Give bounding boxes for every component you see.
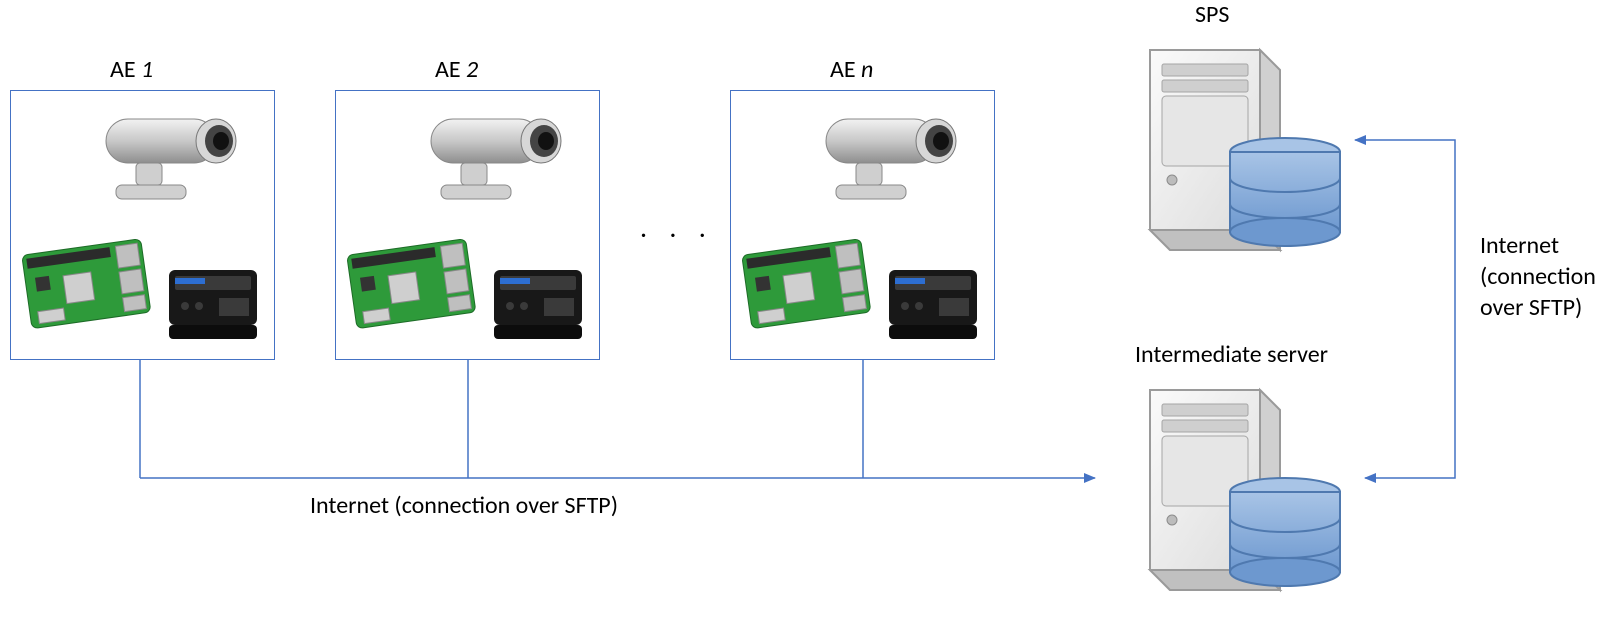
ae-label-index: 1 <box>141 55 153 84</box>
ae-label-plain: AE <box>830 55 861 84</box>
ae-contents <box>731 91 994 359</box>
ae-label-index: 2 <box>466 55 478 84</box>
ae-box-2 <box>335 90 600 360</box>
camera-icon <box>421 101 576 211</box>
router-icon <box>161 256 271 346</box>
camera-icon <box>96 101 251 211</box>
ae-label-index: n <box>861 55 873 84</box>
ae-label-plain: AE <box>435 55 466 84</box>
ae-box-1 <box>10 90 275 360</box>
router-icon <box>486 256 596 346</box>
conn-label-line: (connection <box>1480 261 1596 292</box>
router-icon <box>881 256 991 346</box>
sps-label: SPS <box>1195 0 1229 29</box>
ae-label-2: AE 2 <box>435 55 478 84</box>
ae-label-plain: AE <box>110 55 141 84</box>
camera-icon <box>816 101 971 211</box>
ae-to-intermediate-label: Internet (connection over SFTP) <box>310 490 618 521</box>
intermediate-server-label: Intermediate server <box>1135 340 1328 369</box>
ellipsis: . . . <box>640 210 714 245</box>
intermediate-server-icon <box>1110 370 1360 620</box>
sps-server-icon <box>1110 30 1360 280</box>
ae-contents <box>336 91 599 359</box>
ae-contents <box>11 91 274 359</box>
conn-label-line: Internet <box>1480 230 1596 261</box>
raspberry-pi-icon <box>341 226 491 336</box>
conn-label-line: over SFTP) <box>1480 292 1596 323</box>
sps-to-intermediate-label: Internet (connection over SFTP) <box>1480 230 1596 324</box>
ae-label-1: AE 1 <box>110 55 153 84</box>
ae-label-n: AE n <box>830 55 873 84</box>
raspberry-pi-icon <box>16 226 166 336</box>
ae-box-n <box>730 90 995 360</box>
raspberry-pi-icon <box>736 226 886 336</box>
